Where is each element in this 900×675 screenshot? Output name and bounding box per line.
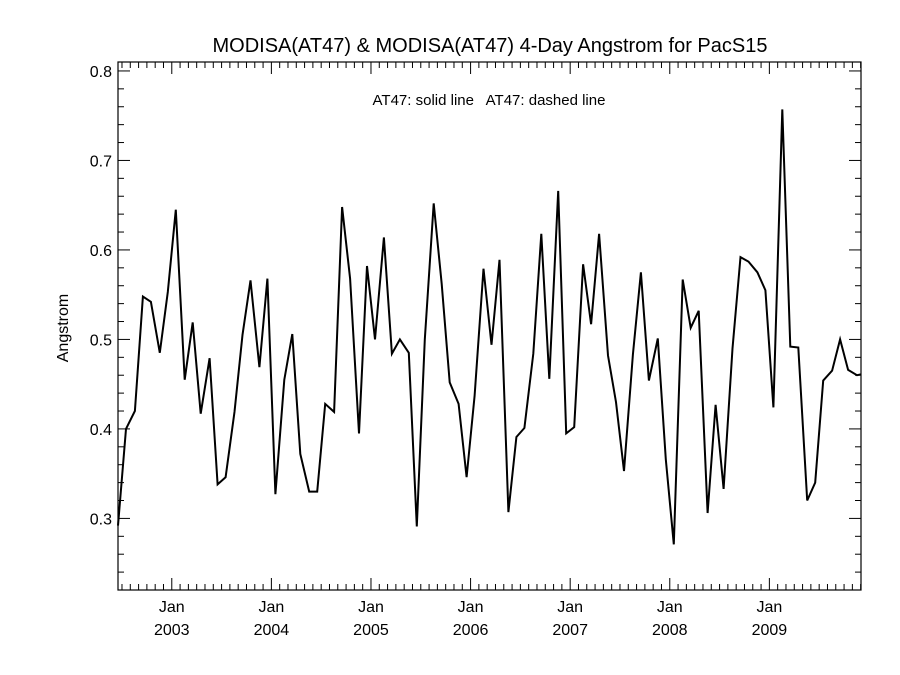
x-tick-year-label: 2007 <box>552 622 588 639</box>
y-tick-label: 0.8 <box>90 64 112 81</box>
y-tick-label: 0.5 <box>90 332 112 349</box>
x-tick-month-label: Jan <box>258 599 284 616</box>
y-axis-label: Angstrom <box>55 294 72 362</box>
plot-frame <box>117 61 862 591</box>
x-tick-month-label: Jan <box>557 599 583 616</box>
chart-title: MODISA(AT47) & MODISA(AT47) 4-Day Angstr… <box>213 35 768 57</box>
y-tick-label: 0.3 <box>90 511 112 528</box>
x-tick-year-label: 2008 <box>652 622 688 639</box>
x-axis-ticks: Jan 2003 Jan 2004 Jan 2005 Jan 2006 Jan 2007 Jan 20… <box>121 62 862 639</box>
y-tick-label: 0.4 <box>90 422 112 439</box>
series-line-solid <box>117 109 862 545</box>
x-tick-year-label: 2005 <box>353 622 389 639</box>
x-tick-month-label: Jan <box>358 599 384 616</box>
x-tick-month-label: Jan <box>657 599 683 616</box>
x-tick-year-label: 2009 <box>752 622 788 639</box>
x-tick-month-label: Jan <box>756 599 782 616</box>
y-tick-label: 0.7 <box>90 153 112 170</box>
series-group <box>117 109 862 545</box>
x-tick-month-label: Jan <box>458 599 484 616</box>
x-tick-year-label: 2004 <box>254 622 290 639</box>
y-tick-label: 0.6 <box>90 243 112 260</box>
x-tick-month-label: Jan <box>159 599 185 616</box>
x-tick-year-label: 2006 <box>453 622 489 639</box>
y-axis-ticks: 0.3 0.4 0.5 0.6 0.7 0.8 <box>90 64 861 573</box>
x-tick-year-label: 2003 <box>154 622 190 639</box>
legend-text: AT47: solid line AT47: dashed line <box>373 92 606 109</box>
